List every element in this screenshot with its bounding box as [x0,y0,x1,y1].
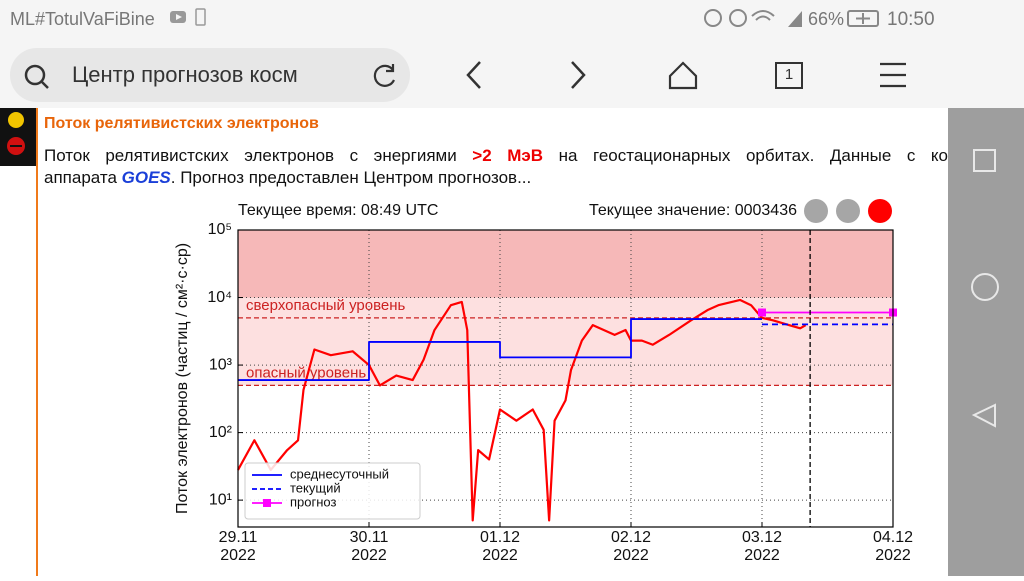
y-tick-label: 10⁵ [208,221,232,238]
text: на геостационарных орбитах. Данные с ко [558,146,948,165]
y-tick-label: 10⁴ [207,289,232,306]
status-lamp [868,199,892,223]
system-nav [948,108,1024,576]
series-line [237,298,807,522]
paragraph-line: Поток релятивистских электронов с энерги… [44,146,948,166]
legend-label: прогноз [290,494,337,509]
home-nav-button[interactable] [971,273,999,301]
legend-box [244,462,421,520]
x-tick-label: 04.12 2022 [872,529,914,564]
recent-button[interactable] [973,149,996,172]
text: Поток релятивистских электронов с энерги… [44,146,457,165]
menu-button[interactable] [880,62,906,88]
legend-marker [263,499,271,507]
series-line [238,318,762,381]
level-label: сверхопасный уровень [246,297,406,314]
x-tick-label: 02.12 2022 [610,529,652,564]
chart-header: Текущее значение: 0003436 [589,202,797,219]
legend-label: текущий [290,480,341,495]
chart: 10¹ 10² 10³ 10⁴ 10⁵ сверхопасный уровень опасн… [174,199,897,528]
back-button[interactable] [466,61,481,89]
paragraph-line: аппарата GOES. Прогноз предоставлен Цент… [44,168,948,188]
y-tick-label: 10² [209,424,233,441]
home-button[interactable] [668,61,698,90]
nav-icons [971,149,999,428]
tabs-button[interactable] [775,62,803,89]
text: . Прогноз предоставлен Центром прогнозов… [170,168,532,187]
plot-frame [237,229,894,528]
level-label: опасный уровень [246,364,366,381]
tab-count: 1 [784,66,794,83]
x-tick-label: 30.11 2022 [349,529,389,564]
battery-level: 66% [808,9,845,29]
y-tick-label: 10³ [209,356,233,373]
address-bar[interactable] [10,48,410,102]
status-lamp [836,199,860,223]
forward-button[interactable] [571,61,586,89]
energy: >2 МэВ [472,146,544,165]
forecast-marker [758,308,766,317]
address-text[interactable]: Центр прогнозов косм [72,62,298,87]
chart-header: Текущее время: 08:49 UTC [238,202,438,219]
section-title: Поток релятивистских электронов [44,115,319,132]
status-lamp [804,199,828,223]
y-axis-label: Поток электронов (частиц / см²·с·ср) [174,243,191,514]
notification-text: ML#TotulVaFiBine [10,9,155,29]
browser-icons [24,61,906,90]
x-tick-label: 03.12 2022 [741,529,783,564]
hazard-band [238,230,893,298]
y-tick-label: 10¹ [209,491,232,508]
toolbar-icons [170,8,879,27]
back-nav-button[interactable] [971,403,996,428]
legend-label: среднесуточный [290,466,389,481]
x-tick-label: 01.12 2022 [479,529,521,564]
clock: 10:50 [887,9,935,30]
satellite-link[interactable]: GOES [121,168,171,187]
side-decor [0,108,38,576]
text: аппарата [44,168,117,187]
x-tick-label: 29.11 2022 [218,529,258,564]
